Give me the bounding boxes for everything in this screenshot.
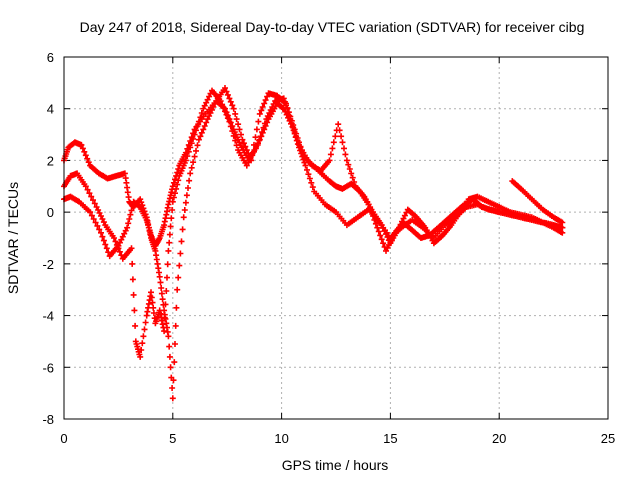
chart-title: Day 247 of 2018, Sidereal Day-to-day VTE… [80,19,585,35]
x-axis-label: GPS time / hours [282,457,389,473]
x-tick-label: 10 [274,431,288,446]
y-tick-label: 0 [47,205,54,220]
tick-labels: 0 5 10 15 20 25 -8 -6 -4 -2 0 2 4 6 [42,50,615,446]
x-tick-label: 20 [492,431,506,446]
y-tick-label: -6 [42,360,54,375]
y-axis-label: SDTVAR / TECUs [5,182,21,294]
series-track-4 [509,178,566,226]
plot-frame [63,56,609,420]
x-tick-label: 25 [601,431,615,446]
y-tick-label: 4 [47,102,54,117]
x-tick-label: 0 [60,431,67,446]
x-tick-label: 5 [169,431,176,446]
x-tick-label: 15 [383,431,397,446]
y-tick-label: -2 [42,257,54,272]
y-tick-label: 2 [47,153,54,168]
y-tick-label: 6 [47,50,54,65]
y-tick-label: -4 [42,309,54,324]
y-tick-label: -8 [42,412,54,427]
